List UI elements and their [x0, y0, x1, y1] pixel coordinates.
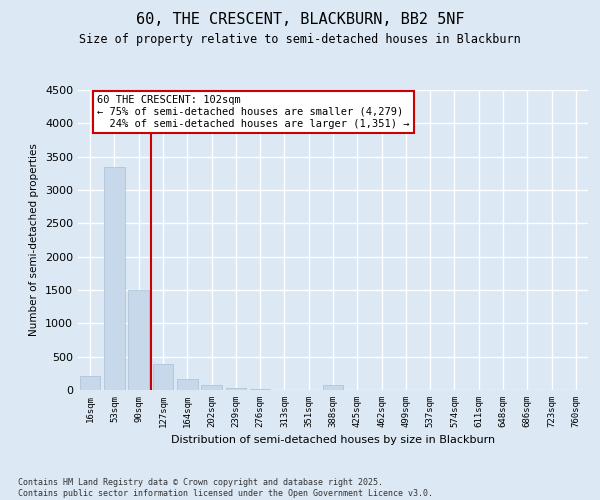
Bar — [201, 384, 222, 390]
Bar — [152, 364, 173, 390]
Bar — [177, 379, 197, 390]
Y-axis label: Number of semi-detached properties: Number of semi-detached properties — [29, 144, 40, 336]
Text: Contains HM Land Registry data © Crown copyright and database right 2025.
Contai: Contains HM Land Registry data © Crown c… — [18, 478, 433, 498]
Bar — [323, 385, 343, 390]
Text: 60, THE CRESCENT, BLACKBURN, BB2 5NF: 60, THE CRESCENT, BLACKBURN, BB2 5NF — [136, 12, 464, 28]
Text: 60 THE CRESCENT: 102sqm
← 75% of semi-detached houses are smaller (4,279)
  24% : 60 THE CRESCENT: 102sqm ← 75% of semi-de… — [97, 96, 410, 128]
Text: Size of property relative to semi-detached houses in Blackburn: Size of property relative to semi-detach… — [79, 32, 521, 46]
Bar — [104, 166, 125, 390]
Bar — [80, 376, 100, 390]
Bar — [226, 388, 246, 390]
X-axis label: Distribution of semi-detached houses by size in Blackburn: Distribution of semi-detached houses by … — [171, 436, 495, 446]
Bar — [128, 290, 149, 390]
